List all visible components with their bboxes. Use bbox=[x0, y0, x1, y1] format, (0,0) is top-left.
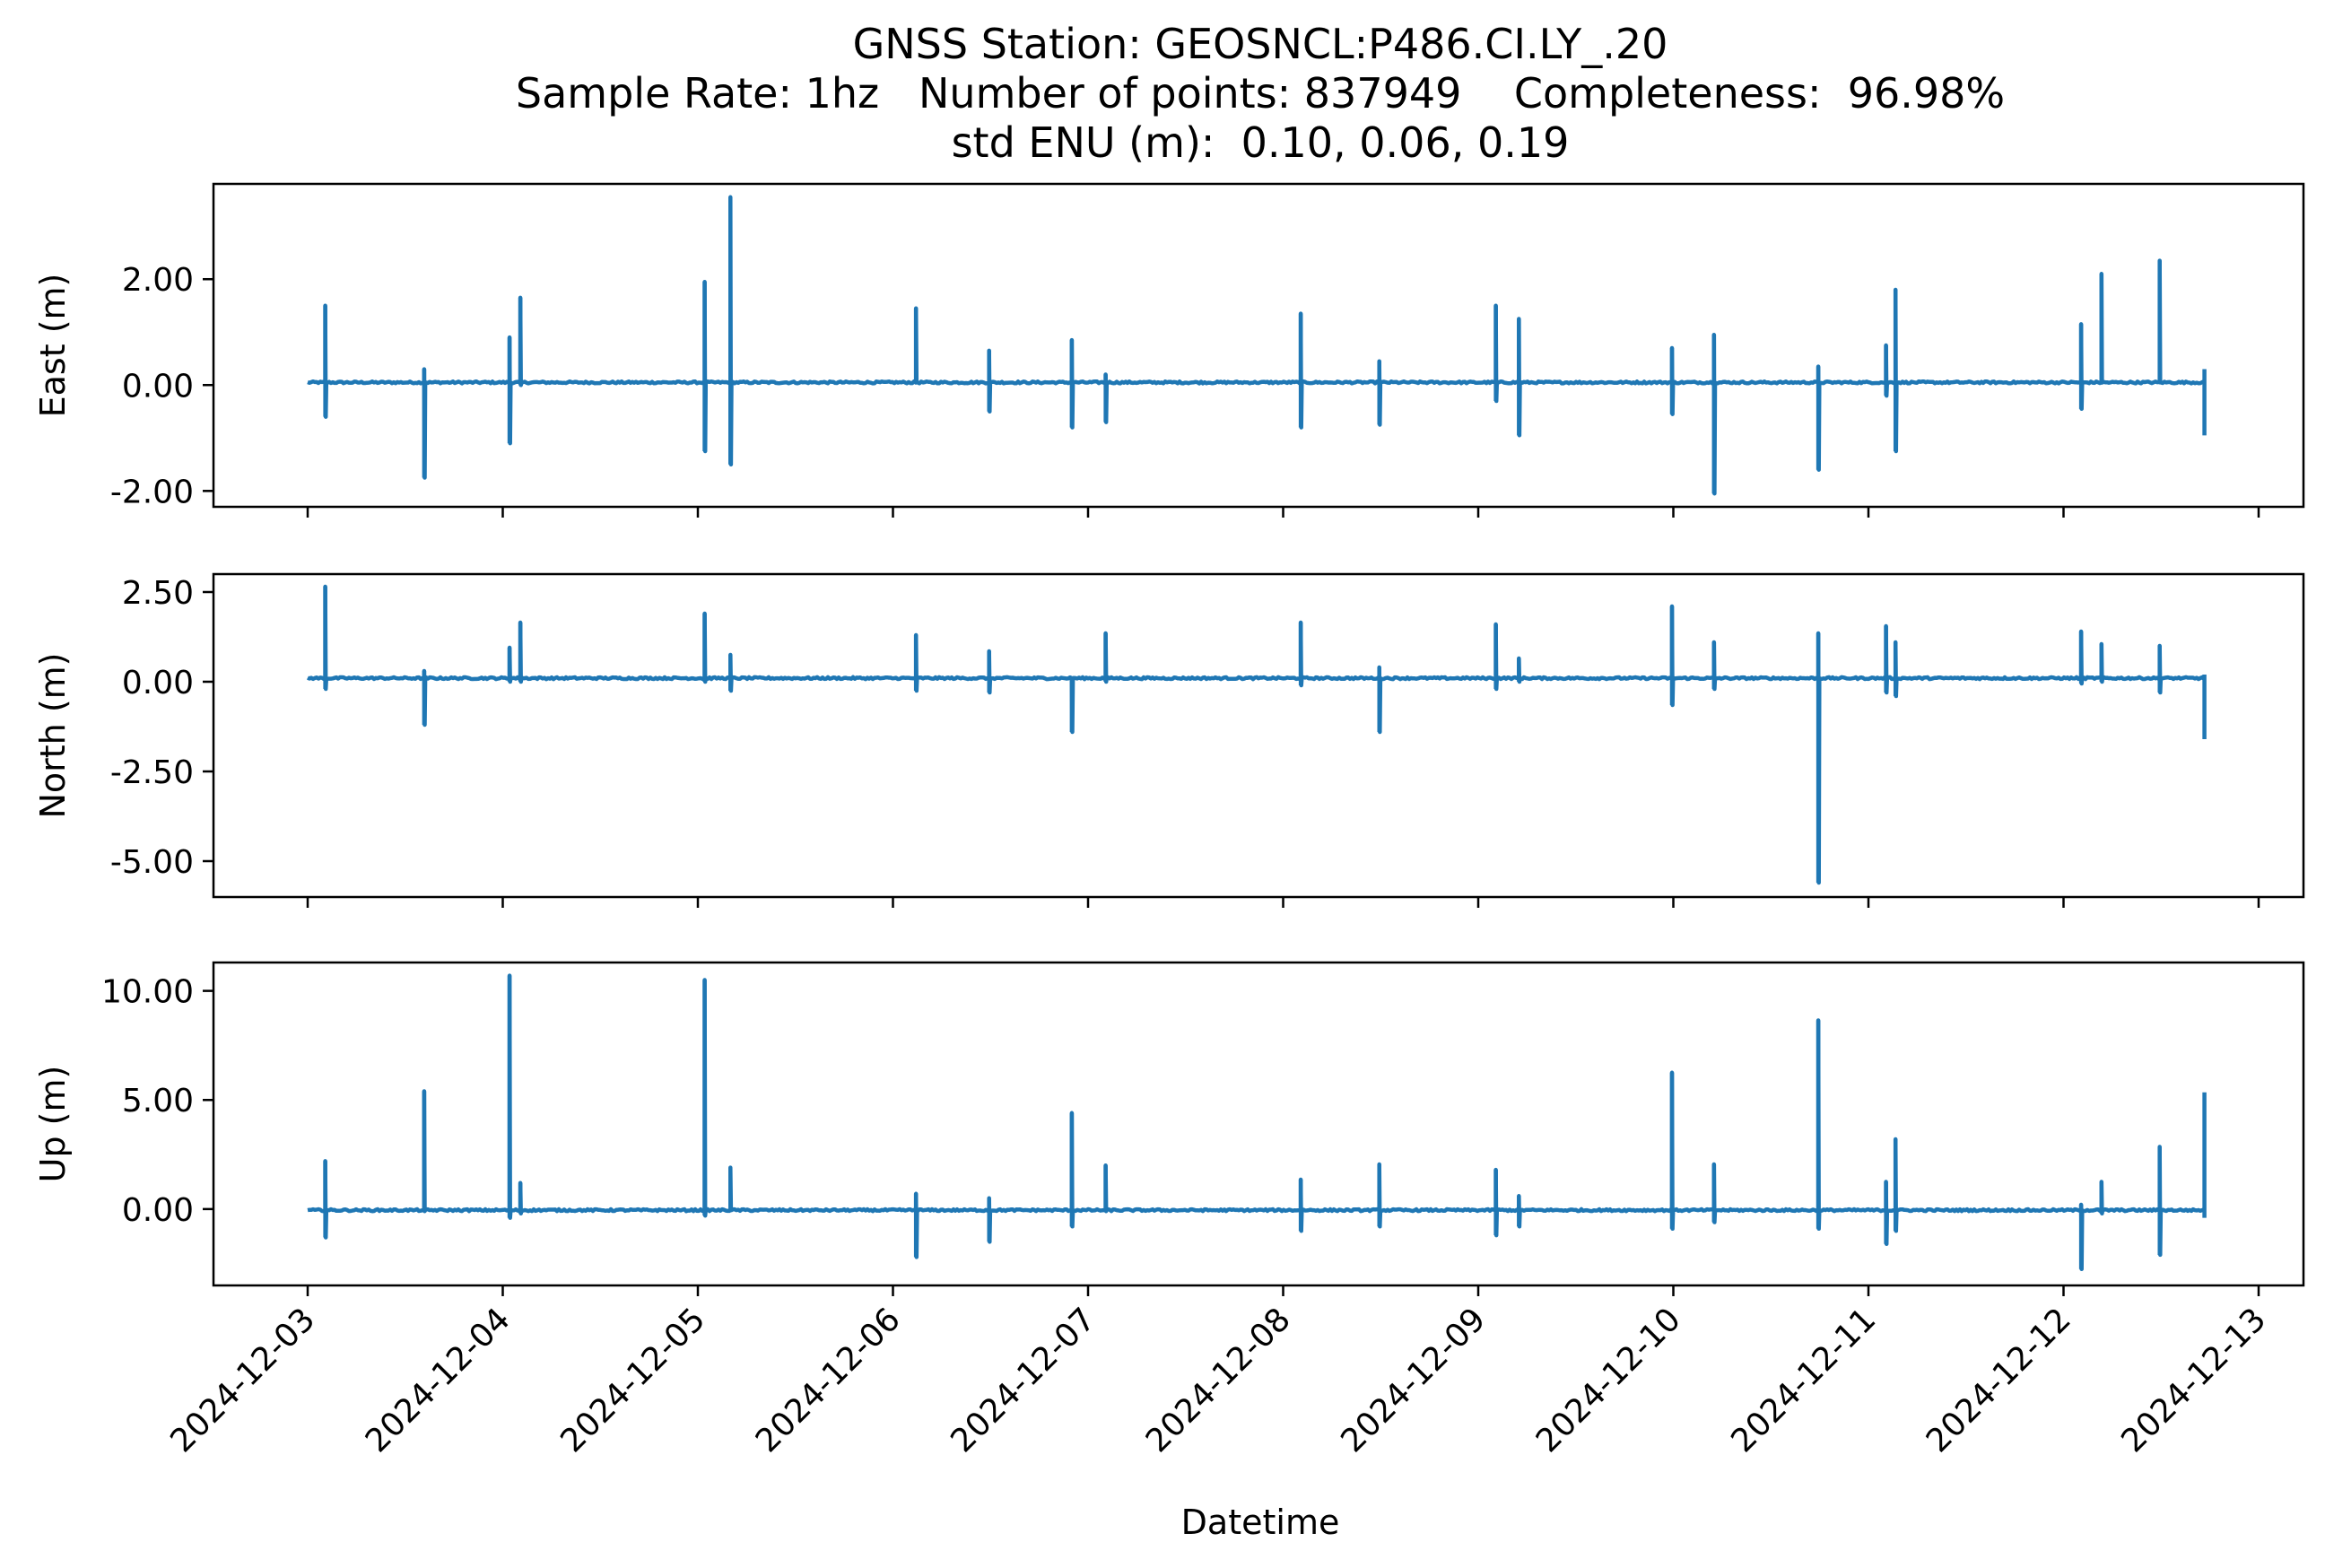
y-axis-label-up: Up (m) bbox=[33, 1066, 73, 1183]
y-tick-label-up-1: 5.00 bbox=[122, 1083, 194, 1119]
x-tick-label-4: 2024-12-07 bbox=[944, 1301, 1102, 1459]
panel-north: -5.00 -2.50 0.00 2.50 North (m) bbox=[33, 572, 2305, 908]
series-line-east bbox=[307, 195, 2205, 496]
y-axis-label-east: East (m) bbox=[33, 274, 73, 418]
y-tick-label-north-3: 2.50 bbox=[122, 575, 194, 612]
chart-title: GNSS Station: GEOSNCL:P486.CI.LY_.20 Sam… bbox=[0, 20, 2325, 168]
x-tick-label-8: 2024-12-11 bbox=[1724, 1301, 1883, 1459]
y-tick-label-north-2: 0.00 bbox=[122, 665, 194, 701]
x-tick-label-2: 2024-12-05 bbox=[553, 1301, 712, 1459]
x-tick-label-1: 2024-12-04 bbox=[359, 1301, 518, 1459]
plot-frame-east bbox=[212, 182, 2305, 509]
y-tick-label-up-2: 10.00 bbox=[101, 974, 194, 1011]
plot-frame-north bbox=[212, 572, 2305, 899]
y-tick-label-up-0: 0.00 bbox=[122, 1192, 194, 1229]
plot-frame-up bbox=[212, 961, 2305, 1287]
panel-up: 0.00 5.00 10.00 Up (m) bbox=[33, 961, 2305, 1296]
series-line-north bbox=[306, 584, 2206, 885]
x-tick-label-3: 2024-12-06 bbox=[749, 1301, 908, 1459]
series-line-up bbox=[307, 973, 2205, 1272]
x-axis: 2024-12-03 2024-12-04 2024-12-05 2024-12-06… bbox=[163, 1301, 2273, 1459]
chart-title-line-2: Sample Rate: 1hz Number of points: 83794… bbox=[515, 69, 2006, 118]
x-tick-label-5: 2024-12-08 bbox=[1139, 1301, 1298, 1459]
y-tick-label-north-1: -2.50 bbox=[110, 754, 194, 791]
y-tick-label-east-0: -2.00 bbox=[110, 474, 194, 510]
chart-title-line-3: std ENU (m): 0.10, 0.06, 0.19 bbox=[951, 118, 1570, 167]
x-tick-label-10: 2024-12-13 bbox=[2114, 1301, 2273, 1459]
y-tick-label-north-0: -5.00 bbox=[110, 844, 194, 881]
x-tick-label-9: 2024-12-12 bbox=[1920, 1301, 2078, 1459]
x-tick-label-0: 2024-12-03 bbox=[163, 1301, 322, 1459]
y-tick-label-east-2: 2.00 bbox=[122, 262, 194, 299]
panel-east: -2.00 0.00 2.00 East (m) bbox=[33, 182, 2305, 518]
y-tick-label-east-1: 0.00 bbox=[122, 368, 194, 405]
x-axis-label: Datetime bbox=[1181, 1503, 1340, 1542]
y-axis-label-north: North (m) bbox=[33, 652, 73, 818]
x-tick-label-6: 2024-12-09 bbox=[1334, 1301, 1493, 1459]
x-tick-label-7: 2024-12-10 bbox=[1529, 1301, 1688, 1459]
chart-title-line-1: GNSS Station: GEOSNCL:P486.CI.LY_.20 bbox=[852, 20, 1668, 68]
